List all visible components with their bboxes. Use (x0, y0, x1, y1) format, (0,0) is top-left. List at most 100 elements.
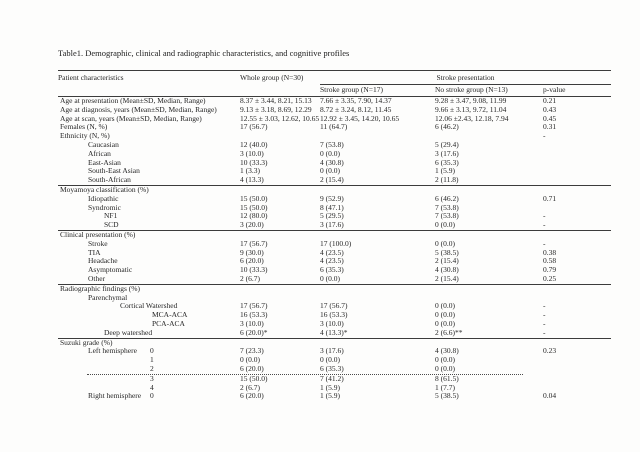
header-whole-group: Whole group (N=30) (240, 73, 304, 82)
cell-p-value: - (543, 211, 546, 221)
row-label: Moyamoya classification (%) (60, 184, 149, 194)
cell-whole-group: 12 (40.0) (240, 139, 268, 149)
table-row: Age at diagnosis, years (Mean±SD, Median… (58, 104, 611, 115)
cell-whole-group (240, 285, 320, 294)
row-label: South-African (88, 175, 131, 185)
row-label: African (88, 148, 111, 158)
cell-stroke-group: 4 (30.8) (320, 157, 344, 167)
cell-whole-group: 15 (50.0) (240, 193, 268, 203)
cell-no-stroke-group: 5 (29.4) (435, 139, 459, 149)
cell-whole-group: 12.55 ± 3.03, 12.62, 10.65 (240, 113, 320, 123)
suzuki-grade-number: 2 (150, 363, 154, 373)
cell-p-value (543, 365, 611, 374)
row-label: Clinical presentation (%) (60, 229, 136, 239)
table-row: Females (N, %) 17 (56.7) 11 (64.7) 6 (46.2)… (58, 123, 611, 132)
table-row: Other 2 (6.7) 0 (0.0) 2 (15.4) 0.25 (58, 273, 611, 284)
section-divider (58, 229, 611, 231)
cell-p-value: - (543, 131, 546, 141)
cell-whole-group: 7 (23.3) (240, 346, 264, 356)
cell-whole-group: 6 (20.0)* (240, 327, 268, 337)
cell-no-stroke-group: 4 (30.8) (435, 346, 459, 356)
cell-whole-group: 6 (20.0) (240, 256, 264, 266)
cell-whole-group: 3 (20.0) (240, 220, 264, 230)
row-label: PCA-ACA (152, 318, 185, 328)
cell-no-stroke-group: 2 (11.8) (435, 175, 459, 185)
cell-no-stroke-group: 2 (6.6)** (435, 327, 463, 337)
cell-no-stroke-group: 9.66 ± 3.13, 9.72, 11.04 (435, 104, 507, 114)
cell-stroke-group: 0 (0.0) (320, 166, 340, 176)
cell-p-value: - (543, 301, 546, 311)
cell-no-stroke-group: 0 (0.0) (435, 238, 455, 248)
cell-p-value (543, 150, 611, 159)
cell-stroke-group: 5 (29.5) (320, 211, 344, 221)
header-stroke-presentation: Stroke presentation (320, 71, 611, 85)
cell-p-value: - (543, 327, 546, 337)
cell-whole-group: 15 (50.0) (240, 202, 268, 212)
cell-no-stroke-group: 5 (38.5) (435, 247, 459, 257)
cell-no-stroke-group: 9.28 ± 3.47, 9.08, 11.99 (435, 96, 507, 105)
cell-stroke-group: 4 (23.5) (320, 247, 344, 257)
cell-stroke-group: 0 (0.0) (320, 355, 340, 365)
cell-stroke-group: 0 (0.0) (320, 273, 340, 283)
cell-p-value (543, 141, 611, 150)
row-label: East-Asian (88, 157, 121, 167)
cell-p-value: 0.45 (543, 113, 557, 123)
table-row: Idiopathic 15 (50.0) 9 (52.9) 6 (46.2) 0.71 (58, 193, 611, 204)
cell-whole-group: 12 (80.0) (240, 211, 268, 221)
cell-whole-group: 17 (56.7) (240, 122, 268, 132)
table-row: Asymptomatic 10 (33.3) 6 (35.3) 4 (30.8) 0.7… (58, 265, 611, 275)
cell-stroke-group: 3 (10.0) (320, 318, 344, 328)
cell-p-value: 0.31 (543, 122, 557, 132)
dotted-divider (87, 373, 523, 375)
table-row: Clinical presentation (%) (58, 229, 611, 240)
cell-whole-group: 15 (50.0) (240, 373, 268, 383)
header-spacer-1 (58, 84, 240, 96)
cell-stroke-group: 4 (13.3)* (320, 327, 348, 337)
cell-no-stroke-group: 1 (7.7) (435, 382, 455, 392)
table-row: Headache 6 (20.0) 4 (23.5) 2 (15.4) 0.58 (58, 257, 611, 266)
cell-p-value (543, 204, 611, 213)
header-p-value: p-value (543, 85, 566, 94)
cell-no-stroke-group: 7 (53.8) (435, 202, 459, 212)
row-label: Cortical Watershed (120, 301, 178, 311)
cell-stroke-group: 16 (53.3) (320, 310, 348, 320)
header-row-2: Stroke group (N=17) No stroke group (N=1… (58, 84, 611, 96)
row-label: Suzuki grade (%) (60, 337, 113, 347)
suzuki-grade-number: 3 (150, 373, 154, 383)
cell-no-stroke-group: 0 (0.0) (435, 318, 455, 328)
cell-p-value (543, 356, 611, 365)
row-label: Females (N, %) (60, 122, 108, 132)
cell-whole-group: 16 (53.3) (240, 310, 268, 320)
cell-p-value: 0.04 (543, 391, 557, 401)
row-label: Left hemisphere 0 (88, 346, 154, 356)
row-label: Ethnicity (N, %) (60, 131, 110, 141)
cell-stroke-group: 3 (17.6) (320, 220, 344, 230)
cell-no-stroke-group: 3 (17.6) (435, 148, 459, 158)
row-label: MCA-ACA (152, 310, 188, 320)
cell-stroke-group: 17 (100.0) (320, 238, 352, 248)
cell-no-stroke-group: 8 (61.5) (435, 373, 459, 383)
row-label: Other (88, 273, 106, 283)
cell-no-stroke-group: 6 (35.3) (435, 157, 459, 167)
cell-stroke-group: 1 (5.9) (320, 391, 340, 401)
row-label: Deep watershed (104, 327, 153, 337)
cell-p-value: 0.25 (543, 273, 557, 283)
cell-no-stroke-group: 4 (30.8) (435, 265, 459, 275)
cell-p-value (543, 167, 611, 176)
cell-no-stroke-group: 0 (0.0) (435, 355, 455, 365)
cell-whole-group: 17 (56.7) (240, 301, 268, 311)
row-label: NF1 (104, 211, 118, 221)
row-label: 4 (58, 383, 240, 393)
cell-stroke-group: 11 (64.7) (320, 122, 348, 132)
cell-stroke-group: 8.72 ± 3.24, 8.12, 11.45 (320, 104, 392, 114)
suzuki-grade-number: 0 (150, 391, 154, 401)
cell-whole-group: 4 (13.3) (240, 175, 264, 185)
table-row: TIA 9 (30.0) 4 (23.5) 5 (38.5) 0.38 (58, 247, 611, 258)
header-no-stroke-group: No stroke group (N=13) (435, 85, 508, 94)
cell-no-stroke-group: 1 (5.9) (435, 166, 455, 176)
cell-whole-group: 8.37 ± 3.44, 8.21, 15.13 (240, 96, 312, 105)
cell-stroke-group: 3 (17.6) (320, 346, 344, 356)
table-row: African 3 (10.0) 0 (0.0) 3 (17.6) (58, 148, 611, 159)
cell-no-stroke-group: 12.06 ±2.43, 12.18, 7.94 (435, 113, 509, 123)
table-row: Right hemisphere 0 6 (20.0) 1 (5.9) 5 (38.5)… (58, 391, 611, 401)
